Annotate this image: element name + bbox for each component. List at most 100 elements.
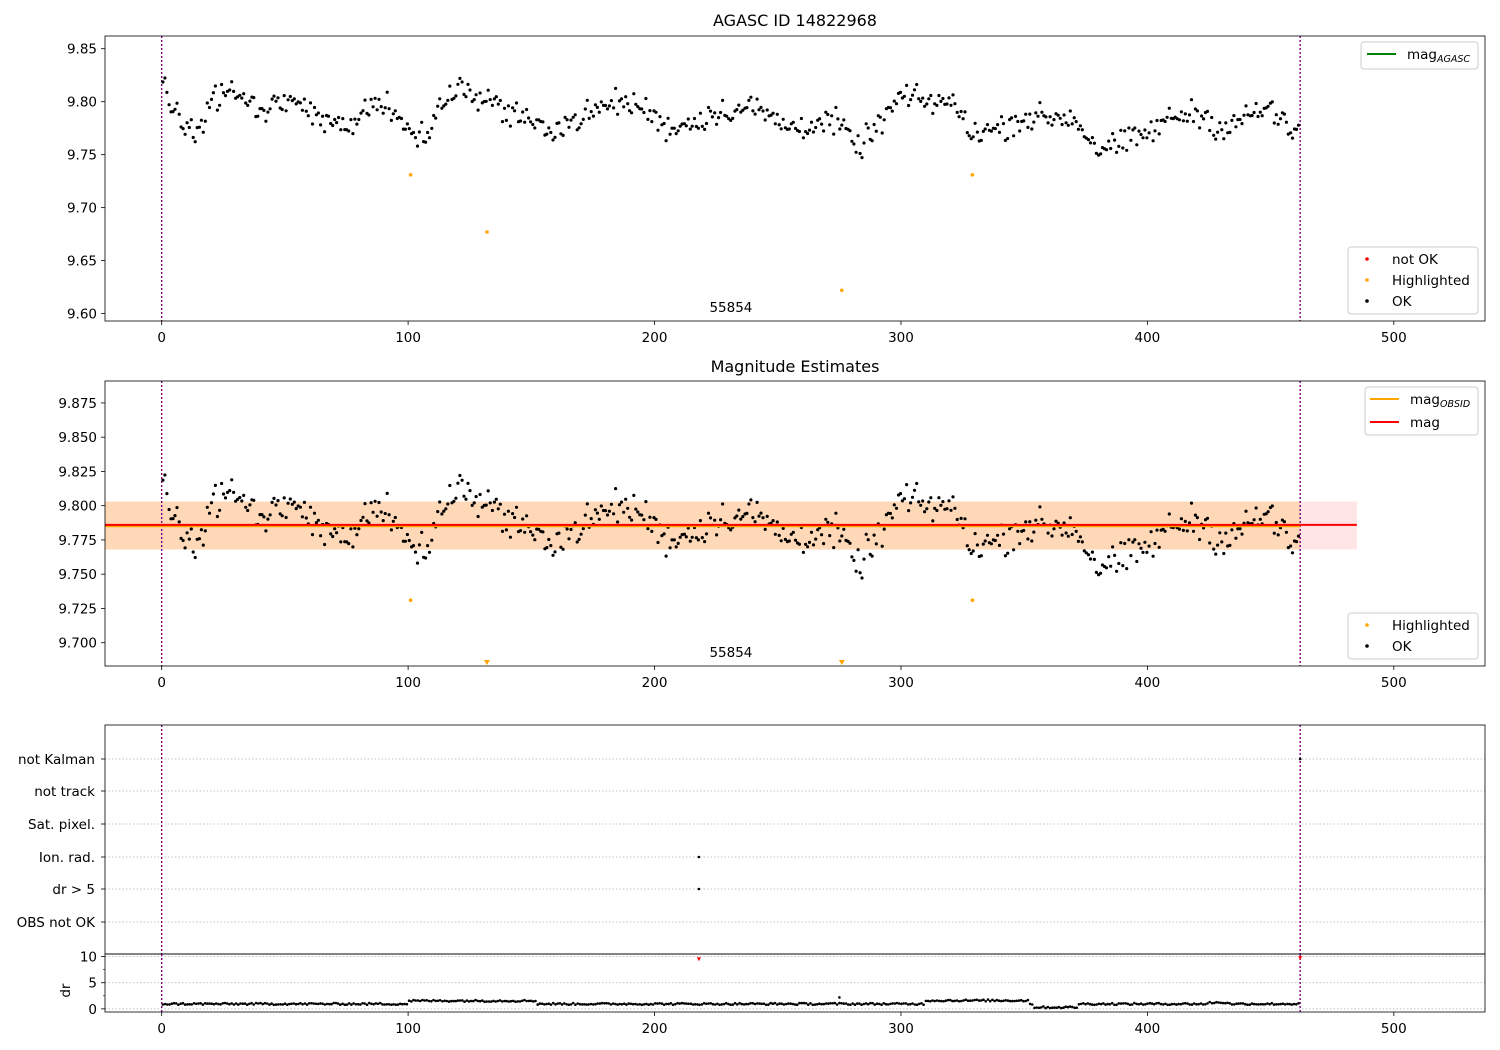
data-point-ok	[646, 117, 650, 121]
data-point-ok	[569, 118, 573, 122]
dr-point	[188, 1002, 191, 1006]
dr-point	[962, 999, 965, 1002]
dr-point	[1115, 1003, 1118, 1007]
data-point-ok	[820, 122, 824, 126]
dr-point	[427, 999, 431, 1003]
data-point-ok	[690, 124, 694, 128]
data-point-ok	[971, 549, 975, 553]
data-point-ok	[915, 82, 919, 87]
dr-point	[709, 1002, 712, 1005]
data-point-ok	[628, 515, 632, 519]
data-point-ok	[205, 505, 209, 509]
dr-point	[574, 1003, 577, 1006]
data-point-ok	[612, 512, 616, 516]
data-point-ok	[456, 481, 460, 485]
data-point-ok	[765, 108, 769, 112]
data-point-ok	[753, 112, 757, 116]
data-point-ok	[1294, 127, 1299, 131]
data-point-ok	[1078, 535, 1082, 539]
data-point-ok	[278, 512, 282, 516]
dr-point	[1199, 1002, 1203, 1005]
dr-point	[1130, 1003, 1134, 1006]
data-point-ok	[171, 517, 175, 521]
x-tick-label: 0	[157, 330, 166, 346]
data-point-ok	[642, 110, 646, 115]
dr-point	[651, 1003, 655, 1006]
dr-point	[594, 1002, 597, 1006]
data-point-ok	[1216, 130, 1220, 134]
dr-point	[991, 998, 994, 1002]
data-point-ok	[294, 102, 298, 106]
dr-point	[288, 1002, 291, 1006]
data-point-ok	[826, 520, 830, 524]
data-point-ok	[1054, 519, 1058, 523]
data-point-ok	[1046, 531, 1050, 535]
dr-point	[622, 1002, 626, 1005]
data-point-ok	[781, 117, 785, 121]
data-point-ok	[607, 104, 612, 108]
data-point-ok	[288, 94, 292, 99]
legend-box	[1347, 612, 1479, 660]
dr-point	[405, 1002, 409, 1006]
data-point-ok	[1129, 138, 1133, 142]
y-tick-label: 9.825	[58, 464, 97, 480]
data-point-ok	[1254, 101, 1258, 106]
dr-point	[747, 1002, 750, 1006]
dr-point	[678, 1002, 681, 1005]
dr-point	[844, 1002, 848, 1005]
dr-point	[210, 1002, 213, 1005]
data-point-ok	[703, 127, 707, 131]
dr-point	[1168, 1003, 1172, 1006]
dr-point	[412, 998, 415, 1002]
dr-point	[760, 1002, 763, 1006]
data-point-ok	[1208, 128, 1212, 133]
data-point-ok	[1200, 114, 1204, 118]
data-point-ok	[630, 518, 634, 522]
y-tick-label: 0	[88, 1002, 97, 1018]
data-point-ok	[1034, 518, 1038, 522]
data-point-ok	[181, 538, 185, 543]
dr-point	[1108, 1002, 1112, 1006]
dr-point	[1290, 1003, 1294, 1006]
data-point-ok	[933, 102, 937, 106]
data-point-ok	[486, 489, 490, 493]
legend-marker	[1365, 257, 1369, 261]
dr-point	[465, 999, 469, 1002]
data-point-ok	[1121, 146, 1125, 150]
data-point-ok	[266, 110, 270, 114]
data-point-ok	[822, 542, 826, 546]
dr-point	[254, 1001, 258, 1005]
dr-point	[186, 1003, 189, 1006]
data-point-ok	[417, 543, 421, 547]
data-point-ok	[276, 96, 280, 100]
dr-point	[603, 1002, 606, 1005]
data-point-ok	[1032, 530, 1036, 534]
y-tick-label: 9.80	[67, 95, 97, 111]
data-point-ok	[442, 509, 446, 513]
data-point-ok	[694, 536, 699, 540]
data-point-ok	[1264, 512, 1268, 516]
dr-point	[813, 1003, 817, 1006]
data-point-ok	[757, 108, 761, 112]
dr-point	[183, 1003, 187, 1006]
dr-point	[1035, 1006, 1038, 1009]
data-point-ok	[426, 544, 430, 548]
data-point-ok	[310, 533, 315, 537]
data-point-ok	[969, 551, 973, 556]
data-point-ok	[804, 130, 808, 134]
dr-point	[818, 1002, 821, 1005]
data-point-ok	[979, 138, 983, 142]
data-point-ok	[492, 97, 496, 101]
dr-point	[263, 1001, 267, 1005]
dr-point	[1146, 1002, 1149, 1005]
data-point-ok	[605, 107, 610, 111]
dr-point	[740, 1002, 744, 1006]
data-point-ok	[929, 93, 933, 98]
dr-point	[693, 1003, 697, 1006]
data-point-ok	[1218, 531, 1222, 535]
dr-point	[290, 1002, 293, 1006]
data-point-ok	[1272, 121, 1276, 125]
data-point-ok	[682, 532, 687, 536]
data-point-ok	[541, 530, 545, 534]
data-point-ok	[510, 511, 515, 516]
